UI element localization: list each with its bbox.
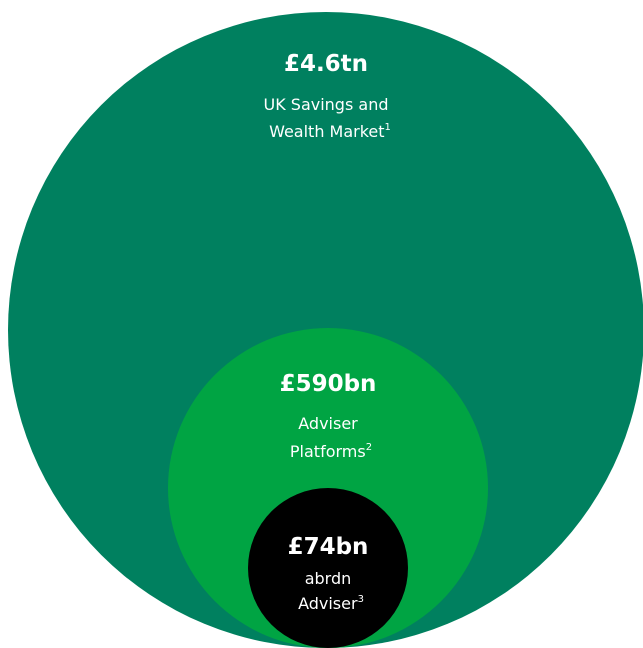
node-value: £4.6tn: [284, 51, 368, 77]
footnote-marker: 1: [385, 122, 391, 133]
inner-circle: [248, 488, 408, 648]
label-text: UK Savings and: [264, 95, 389, 114]
label-text: Adviser: [298, 594, 358, 613]
node-value: £74bn: [288, 534, 369, 560]
label-text: abrdn: [305, 569, 352, 588]
node-label-line: UK Savings and: [264, 95, 389, 114]
node-label-line: Adviser3: [298, 594, 364, 613]
footnote-marker: 3: [358, 594, 364, 605]
node-value: £590bn: [280, 371, 377, 397]
node-label-line: Adviser: [298, 414, 358, 433]
label-text: Wealth Market: [269, 122, 384, 141]
footnote-marker: 2: [366, 442, 372, 453]
node-label-line: Wealth Market1: [269, 122, 391, 141]
node-label-line: Platforms2: [290, 442, 372, 461]
label-text: Adviser: [298, 414, 358, 433]
label-text: Platforms: [290, 442, 366, 461]
node-label-line: abrdn: [305, 569, 352, 588]
